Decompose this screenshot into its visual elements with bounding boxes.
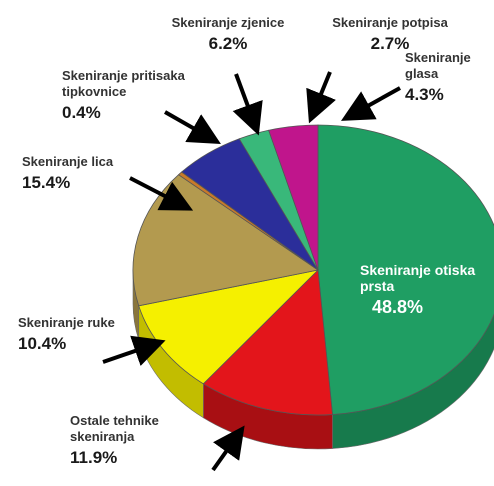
callout-arrow	[306, 71, 336, 124]
slice-label: prsta	[360, 278, 394, 294]
callout-arrow	[102, 335, 166, 366]
slice-label: Skeniranje	[405, 50, 471, 65]
slice-label: tipkovnice	[62, 84, 126, 99]
slice-percentage: 48.8%	[372, 297, 423, 317]
slice-percentage: 11.9%	[70, 448, 117, 467]
slice-percentage: 15.4%	[22, 173, 70, 192]
slice-percentage: 0.4%	[62, 103, 101, 122]
callout-arrow	[129, 176, 194, 211]
callout-arrow	[164, 110, 221, 144]
callout-arrow	[211, 425, 245, 472]
pie-slice	[268, 124, 319, 271]
pie-slice	[202, 269, 333, 416]
slice-label: Skeniranje pritisaka	[62, 68, 186, 83]
slice-label: Skeniranje otiska	[360, 262, 475, 278]
slice-percentage: 6.2%	[209, 34, 248, 53]
slice-label: Skeniranje ruke	[18, 315, 115, 330]
slice-label: glasa	[405, 66, 439, 81]
slice-label: skeniranja	[70, 429, 135, 444]
slice-label: Skeniranje potpisa	[332, 15, 448, 30]
slice-label: Ostale tehnike	[70, 413, 159, 428]
callout-arrow	[232, 73, 263, 136]
callout-arrow	[341, 86, 401, 121]
pie-slice	[317, 124, 494, 415]
slice-percentage: 4.3%	[405, 85, 444, 104]
slice-percentage: 2.7%	[371, 34, 410, 53]
slice-label: Skeniranje lica	[22, 154, 114, 169]
slice-percentage: 10.4%	[18, 334, 66, 353]
slice-label: Skeniranje zjenice	[172, 15, 285, 30]
